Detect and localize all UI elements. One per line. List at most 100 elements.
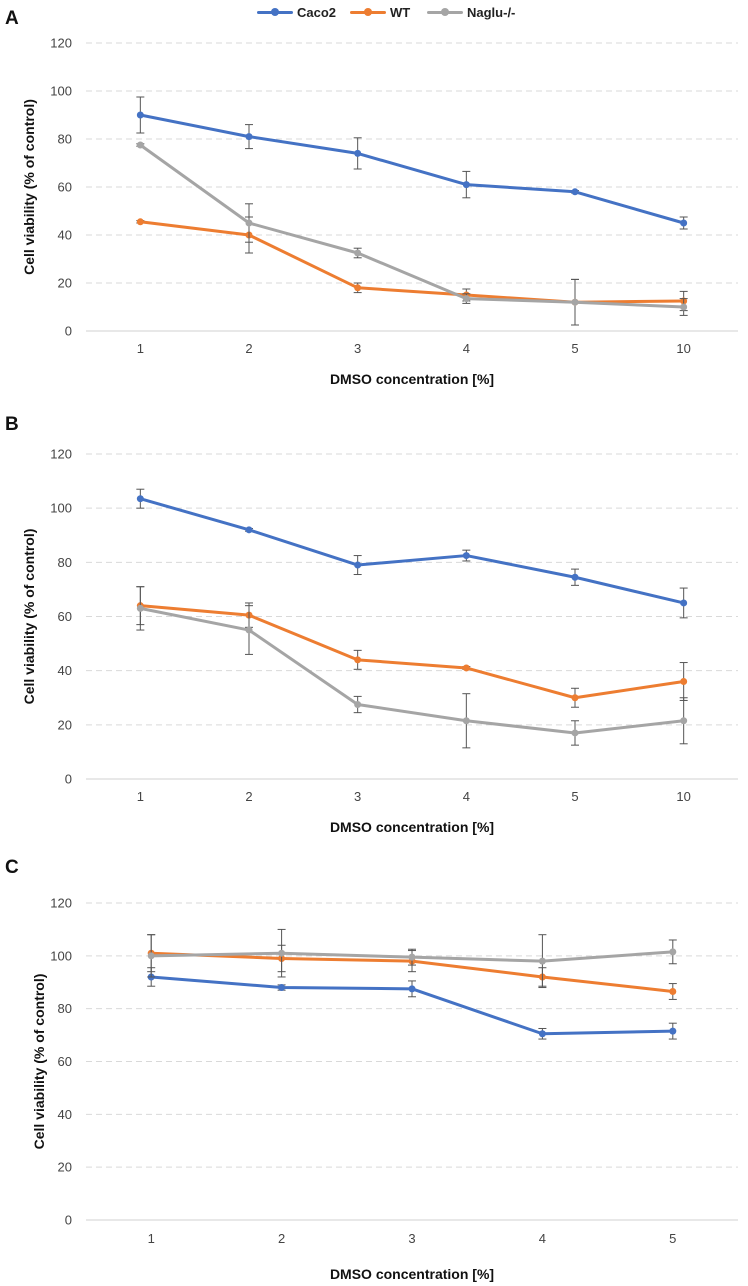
- y-axis-title: Cell viability (% of control): [21, 99, 37, 275]
- legend-swatch-caco2: [255, 3, 295, 21]
- y-tick-label: 80: [58, 1001, 72, 1016]
- data-point-naglu: [245, 626, 253, 634]
- panel-letter: A: [5, 8, 19, 29]
- series-line-caco2: [138, 497, 686, 605]
- x-tick-label: 2: [245, 341, 252, 356]
- legend-item-naglu: Naglu-/-: [425, 3, 515, 21]
- series-line-naglu: [138, 606, 686, 735]
- y-tick-label: 20: [58, 717, 72, 732]
- data-point-caco2: [354, 149, 362, 157]
- chart-panel-c: C 0 20 40 60 80 100 120 1 2 3 4 5 DMSO concentration …: [5, 857, 738, 1282]
- data-point-caco2: [245, 133, 253, 141]
- y-tick-label: 60: [58, 180, 72, 195]
- data-point-wt: [669, 987, 677, 995]
- x-tick-label: 2: [278, 1231, 285, 1246]
- data-point-naglu: [245, 219, 253, 227]
- legend-swatch-naglu: [425, 3, 465, 21]
- legend-swatch-marker: [271, 8, 279, 16]
- x-tick-label: 1: [137, 789, 144, 804]
- data-point-caco2: [462, 181, 470, 189]
- data-point-naglu: [278, 949, 286, 957]
- y-tick-label: 20: [58, 1160, 72, 1175]
- y-axis-title: Cell viability (% of control): [31, 974, 47, 1150]
- data-point-wt: [354, 284, 362, 292]
- data-point-caco2: [680, 599, 688, 607]
- y-tick-label: 120: [50, 36, 72, 51]
- data-point-naglu: [354, 249, 362, 257]
- chart-legend: Caco2 WT Naglu-/-: [0, 0, 748, 26]
- data-point-naglu: [571, 729, 579, 737]
- y-tick-label: 20: [58, 276, 72, 291]
- y-tick-label: 120: [50, 447, 72, 462]
- data-point-caco2: [538, 1030, 546, 1038]
- data-point-naglu: [354, 701, 362, 709]
- series-line-wt: [138, 604, 686, 700]
- data-point-caco2: [354, 561, 362, 569]
- series-line-naglu: [138, 143, 686, 309]
- legend-swatch-marker: [441, 8, 449, 16]
- data-point-caco2: [136, 495, 144, 503]
- x-tick-label: 5: [571, 789, 578, 804]
- x-axis-title: DMSO concentration [%]: [330, 819, 494, 835]
- data-point-naglu: [462, 717, 470, 725]
- data-point-naglu: [462, 295, 470, 303]
- y-tick-label: 60: [58, 1054, 72, 1069]
- x-tick-label: 10: [676, 789, 690, 804]
- y-tick-label: 80: [58, 555, 72, 570]
- y-tick-label: 120: [50, 896, 72, 911]
- data-point-wt: [680, 678, 688, 685]
- x-tick-label: 5: [669, 1231, 676, 1246]
- chart-panel-a: A 0 20 40 60 80 100 120 1 2 3 4 5 10 DMSO concentratio…: [5, 8, 738, 387]
- x-tick-label: 1: [137, 341, 144, 356]
- legend-label-wt: WT: [390, 4, 411, 20]
- y-tick-label: 80: [58, 132, 72, 147]
- data-point-caco2: [571, 188, 579, 196]
- x-tick-label: 1: [148, 1231, 155, 1246]
- data-point-naglu: [147, 952, 155, 960]
- y-tick-label: 100: [50, 948, 72, 963]
- y-tick-label: 0: [65, 324, 72, 339]
- series-line-wt: [138, 220, 686, 304]
- y-tick-label: 60: [58, 609, 72, 624]
- data-point-caco2: [278, 984, 286, 992]
- y-tick-label: 0: [65, 772, 72, 787]
- data-point-caco2: [245, 526, 253, 534]
- data-point-naglu: [669, 948, 677, 956]
- x-axis-title: DMSO concentration [%]: [330, 371, 494, 387]
- panel-letter: C: [5, 857, 19, 878]
- data-point-naglu: [680, 717, 688, 725]
- y-tick-label: 100: [50, 501, 72, 516]
- legend-label-caco2: Caco2: [297, 4, 337, 20]
- data-point-caco2: [136, 111, 144, 119]
- data-point-caco2: [680, 219, 688, 227]
- y-tick-label: 40: [58, 663, 72, 678]
- legend-swatch-marker: [364, 8, 372, 16]
- data-point-naglu: [538, 957, 546, 965]
- data-point-naglu: [408, 953, 416, 961]
- data-point-wt: [571, 694, 579, 702]
- legend-label-naglu: Naglu-/-: [467, 4, 516, 20]
- data-point-caco2: [462, 552, 470, 560]
- data-point-naglu: [680, 303, 688, 311]
- x-tick-label: 4: [463, 341, 470, 356]
- panel-letter: B: [5, 414, 19, 435]
- data-point-caco2: [571, 573, 579, 581]
- x-tick-label: 3: [354, 789, 361, 804]
- legend-item-wt: WT: [348, 3, 410, 21]
- y-axis-title: Cell viability (% of control): [21, 529, 37, 705]
- x-tick-label: 3: [354, 341, 361, 356]
- x-tick-label: 4: [463, 789, 470, 804]
- data-point-caco2: [408, 985, 416, 993]
- legend-item-caco2: Caco2: [255, 3, 336, 21]
- y-tick-label: 0: [65, 1213, 72, 1228]
- x-tick-label: 2: [245, 789, 252, 804]
- y-tick-label: 40: [58, 228, 72, 243]
- data-point-naglu: [136, 604, 144, 612]
- y-tick-label: 100: [50, 84, 72, 99]
- x-tick-label: 5: [571, 341, 578, 356]
- x-axis-title: DMSO concentration [%]: [330, 1266, 494, 1282]
- data-point-wt: [136, 218, 144, 226]
- data-point-wt: [462, 664, 470, 672]
- y-tick-label: 40: [58, 1107, 72, 1122]
- legend-swatch-wt: [348, 3, 388, 21]
